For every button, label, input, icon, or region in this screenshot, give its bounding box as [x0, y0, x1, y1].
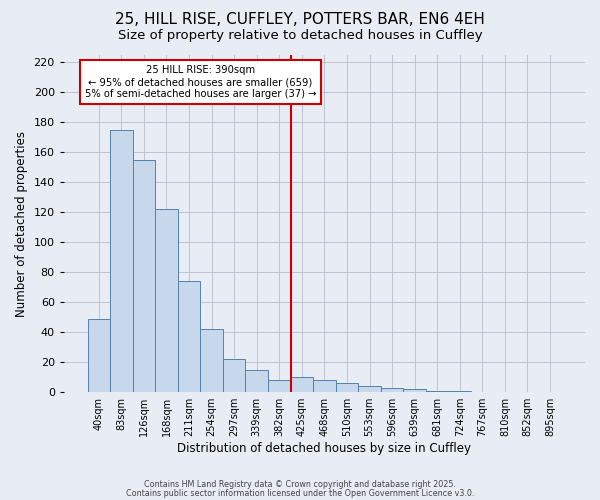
Text: 25 HILL RISE: 390sqm
← 95% of detached houses are smaller (659)
5% of semi-detac: 25 HILL RISE: 390sqm ← 95% of detached h… [85, 66, 316, 98]
Bar [178, 282, 200, 392]
Bar [403, 389, 426, 392]
Bar [426, 390, 449, 392]
X-axis label: Distribution of detached houses by size in Cuffley: Distribution of detached houses by size … [178, 442, 472, 455]
Text: Size of property relative to detached houses in Cuffley: Size of property relative to detached ho… [118, 29, 482, 42]
Bar [313, 380, 335, 392]
Bar [268, 380, 290, 392]
Bar [155, 210, 178, 392]
Text: Contains public sector information licensed under the Open Government Licence v3: Contains public sector information licen… [126, 488, 474, 498]
Bar [290, 377, 313, 392]
Bar [449, 390, 471, 392]
Bar [245, 370, 268, 392]
Text: Contains HM Land Registry data © Crown copyright and database right 2025.: Contains HM Land Registry data © Crown c… [144, 480, 456, 489]
Bar [133, 160, 155, 392]
Text: 25, HILL RISE, CUFFLEY, POTTERS BAR, EN6 4EH: 25, HILL RISE, CUFFLEY, POTTERS BAR, EN6… [115, 12, 485, 28]
Bar [223, 359, 245, 392]
Bar [200, 330, 223, 392]
Bar [335, 383, 358, 392]
Bar [358, 386, 381, 392]
Bar [88, 319, 110, 392]
Bar [381, 388, 403, 392]
Y-axis label: Number of detached properties: Number of detached properties [15, 130, 28, 316]
Bar [110, 130, 133, 392]
